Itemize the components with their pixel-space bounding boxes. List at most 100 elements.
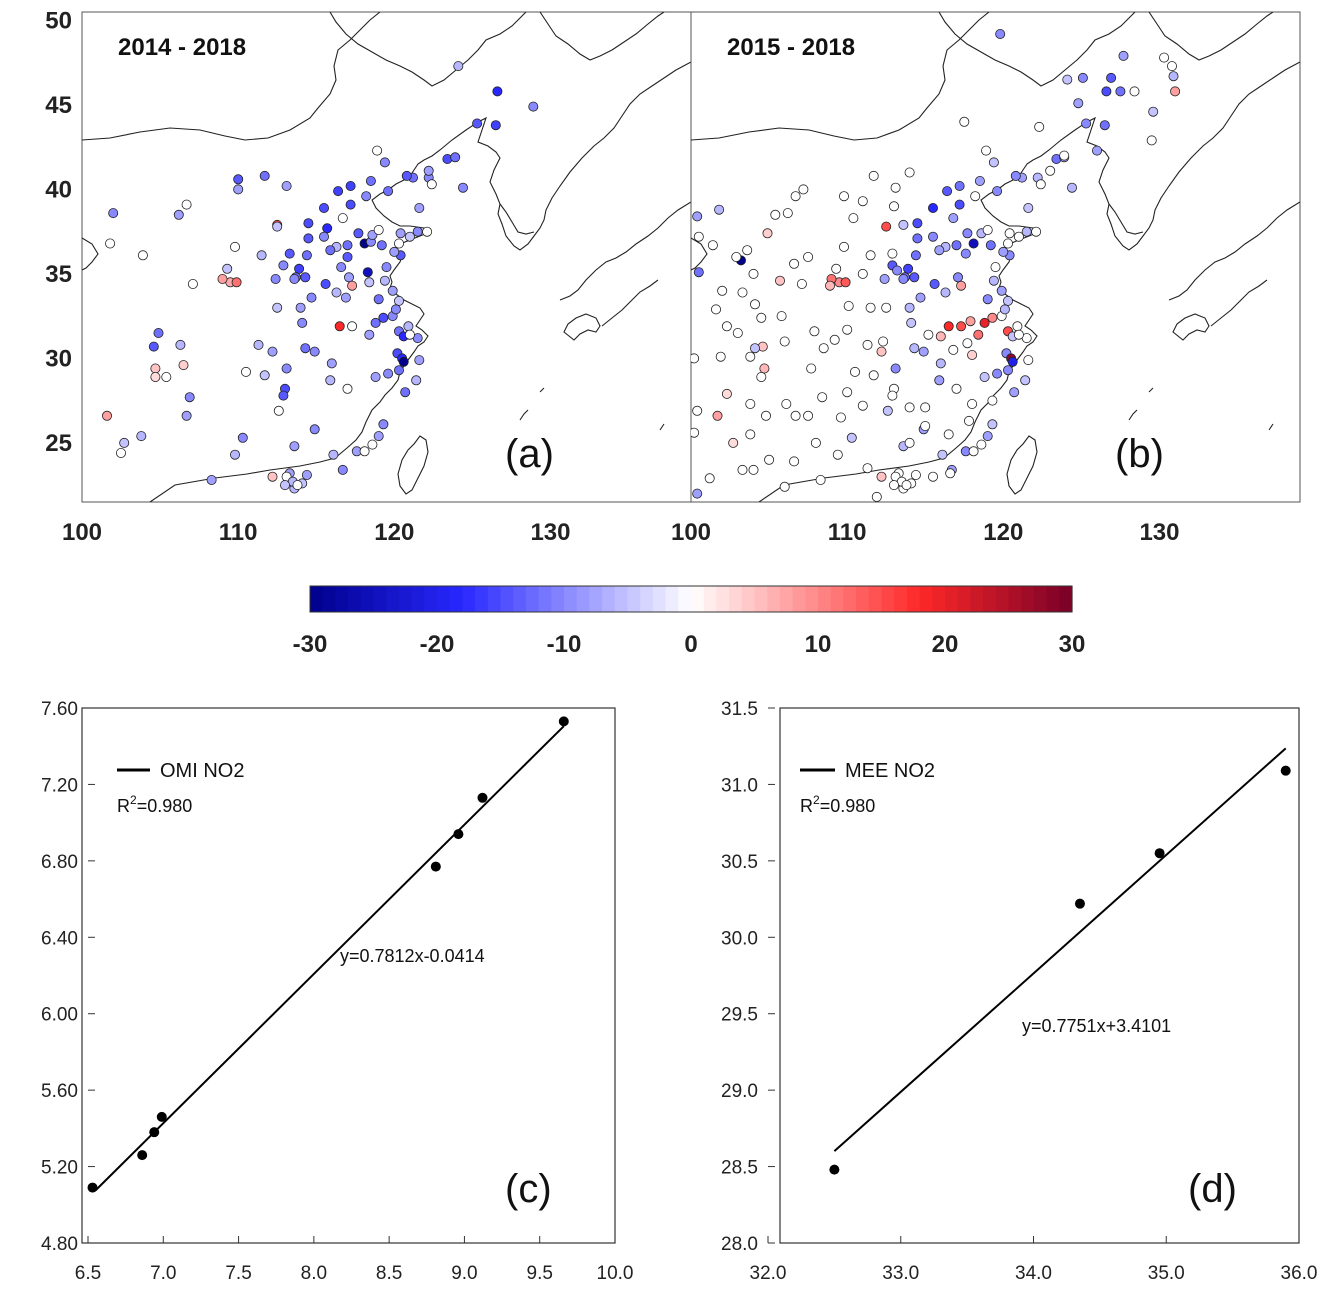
colorbar-cell <box>487 586 502 612</box>
station-point <box>968 238 979 249</box>
y-tick-label: 31.5 <box>721 699 758 720</box>
colorbar-cell <box>678 586 692 612</box>
station-point <box>798 184 809 195</box>
station-point <box>862 339 873 350</box>
station-point <box>704 473 715 484</box>
station-point <box>964 415 975 426</box>
y-tick-label: 28.5 <box>721 1158 758 1179</box>
station-point <box>273 405 284 416</box>
colorbar-cell <box>525 586 540 612</box>
station-point <box>904 402 915 413</box>
colorbar-cell <box>818 586 832 612</box>
station-point <box>857 196 868 207</box>
station-point <box>347 280 358 291</box>
station-point <box>745 398 756 409</box>
station-point <box>992 186 1003 197</box>
station-point <box>256 250 267 261</box>
station-point <box>789 456 800 467</box>
station-point <box>887 248 898 259</box>
x-tick-label: 34.0 <box>1015 1263 1052 1284</box>
station-point <box>401 170 412 181</box>
x-tick-label: 36.0 <box>1281 1263 1318 1284</box>
station-point <box>259 170 270 181</box>
station-point <box>848 213 859 224</box>
station-point <box>923 329 934 340</box>
colorbar-cell <box>843 586 857 612</box>
station-point <box>148 341 159 352</box>
station-point <box>1115 86 1126 97</box>
panel-label-a: (a) <box>505 432 554 476</box>
station-point <box>528 101 539 112</box>
station-point <box>423 165 434 176</box>
station-point <box>992 368 1003 379</box>
station-point <box>742 245 753 256</box>
station-point <box>731 251 742 262</box>
y-tick-label: 5.60 <box>41 1081 78 1102</box>
station-point <box>692 405 703 416</box>
station-point <box>102 410 113 421</box>
station-point <box>272 221 283 232</box>
station-point <box>712 410 723 421</box>
station-point <box>105 238 116 249</box>
r2-label-d: R2=0.980 <box>800 793 875 816</box>
station-point <box>904 302 915 313</box>
station-point <box>301 250 312 261</box>
station-point <box>962 338 973 349</box>
colorbar-tick-label: 30 <box>1059 631 1086 658</box>
station-point <box>715 351 726 362</box>
station-point <box>974 175 985 186</box>
station-point <box>912 218 923 229</box>
map-b-title: 2015 - 2018 <box>727 34 855 61</box>
station-point <box>928 202 939 213</box>
station-point <box>259 370 270 381</box>
panel-label-c: (c) <box>505 1167 552 1211</box>
station-point <box>871 491 882 502</box>
station-point <box>1167 61 1178 72</box>
colorbar-cell <box>513 586 527 612</box>
station-point <box>364 329 375 340</box>
station-point <box>782 208 793 219</box>
colorbar-cell <box>779 586 794 612</box>
station-point <box>878 336 889 347</box>
station-point <box>960 248 971 259</box>
station-point <box>796 278 807 289</box>
station-point <box>789 258 800 269</box>
station-point <box>982 431 993 442</box>
station-point <box>342 383 353 394</box>
station-point <box>954 199 965 210</box>
map-x-tick-label: 130 <box>1139 519 1179 546</box>
station-point <box>737 464 748 475</box>
station-point <box>882 405 893 416</box>
station-point <box>750 299 761 310</box>
station-point <box>490 120 501 131</box>
colorbar-cell <box>1033 586 1048 612</box>
colorbar-cell <box>665 586 679 612</box>
colorbar-cell <box>500 586 514 612</box>
station-point <box>1062 74 1073 85</box>
station-point <box>187 278 198 289</box>
station-point <box>842 387 853 398</box>
station-point <box>815 474 826 485</box>
station-point <box>1073 98 1084 109</box>
map-y-tick-label: 35 <box>45 261 72 288</box>
station-point <box>935 331 946 342</box>
station-point <box>879 273 890 284</box>
station-point <box>1013 329 1024 340</box>
scatter-panel-d: 28.0 28.5 29.0 29.5 30.0 30.5 31.0 31.5 32.0 33.0… <box>721 699 1317 1284</box>
station-point <box>737 287 748 298</box>
station-point <box>906 317 917 328</box>
station-point <box>951 383 962 394</box>
station-point <box>1003 365 1014 376</box>
station-point <box>379 275 390 286</box>
colorbar-cell <box>564 586 578 612</box>
station-point <box>1009 387 1020 398</box>
y-tick-label: 7.20 <box>41 775 78 796</box>
station-point <box>337 464 348 475</box>
data-point <box>137 1150 148 1161</box>
station-point <box>779 481 790 492</box>
colorbar-cell <box>602 586 616 612</box>
station-point <box>278 260 289 271</box>
station-point <box>403 321 414 332</box>
x-tick-label: 35.0 <box>1148 1263 1185 1284</box>
